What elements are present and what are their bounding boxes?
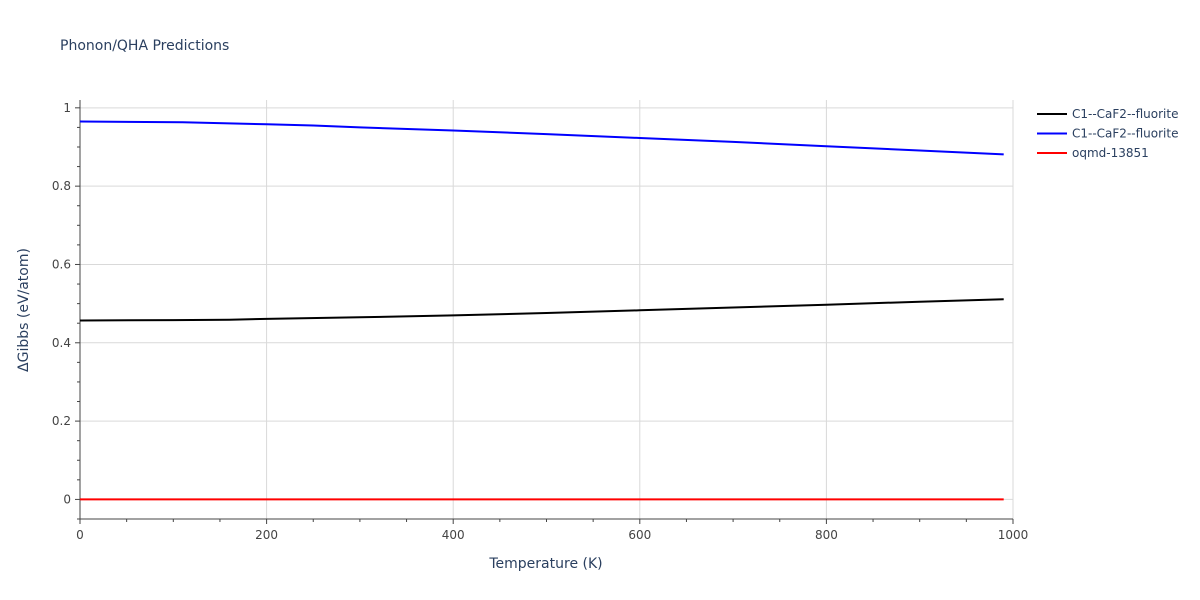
grid xyxy=(80,100,1014,519)
x-tick-label: 1000 xyxy=(998,528,1029,542)
legend-label: oqmd-13851 xyxy=(1072,146,1149,160)
y-tick-label: 1 xyxy=(63,101,71,115)
legend-label: C1--CaF2--fluorite xyxy=(1072,127,1178,141)
legend-item-0[interactable]: C1--CaF2--fluorite xyxy=(1037,107,1178,121)
axes: 0 200 400 600 800 1000 0 0.2 0.4 0.6 0.8 1 xyxy=(52,100,1028,542)
chart-title: Phonon/QHA Predictions xyxy=(60,38,229,54)
legend[interactable]: C1--CaF2--fluorite C1--CaF2--fluorite oqmd… xyxy=(1037,107,1178,160)
y-tick-label: 0.2 xyxy=(52,414,71,428)
legend-item-2[interactable]: oqmd-13851 xyxy=(1037,146,1149,160)
series-lines xyxy=(79,120,1004,501)
series-line-1 xyxy=(79,120,1004,156)
series-line-0 xyxy=(79,298,1004,322)
y-axis-title: ΔGibbs (eV/atom) xyxy=(16,248,32,372)
x-tick-label: 0 xyxy=(76,528,84,542)
x-tick-label: 600 xyxy=(628,528,651,542)
y-tick-label: 0.4 xyxy=(52,336,71,350)
x-tick-label: 400 xyxy=(442,528,465,542)
y-tick-label: 0.8 xyxy=(52,179,71,193)
legend-label: C1--CaF2--fluorite xyxy=(1072,107,1178,121)
y-tick-label: 0.6 xyxy=(52,257,71,271)
x-tick-label: 200 xyxy=(255,528,278,542)
x-tick-label: 800 xyxy=(815,528,838,542)
y-tick-label: 0 xyxy=(63,492,71,506)
legend-item-1[interactable]: C1--CaF2--fluorite xyxy=(1037,127,1178,141)
x-axis-title: Temperature (K) xyxy=(488,556,602,572)
